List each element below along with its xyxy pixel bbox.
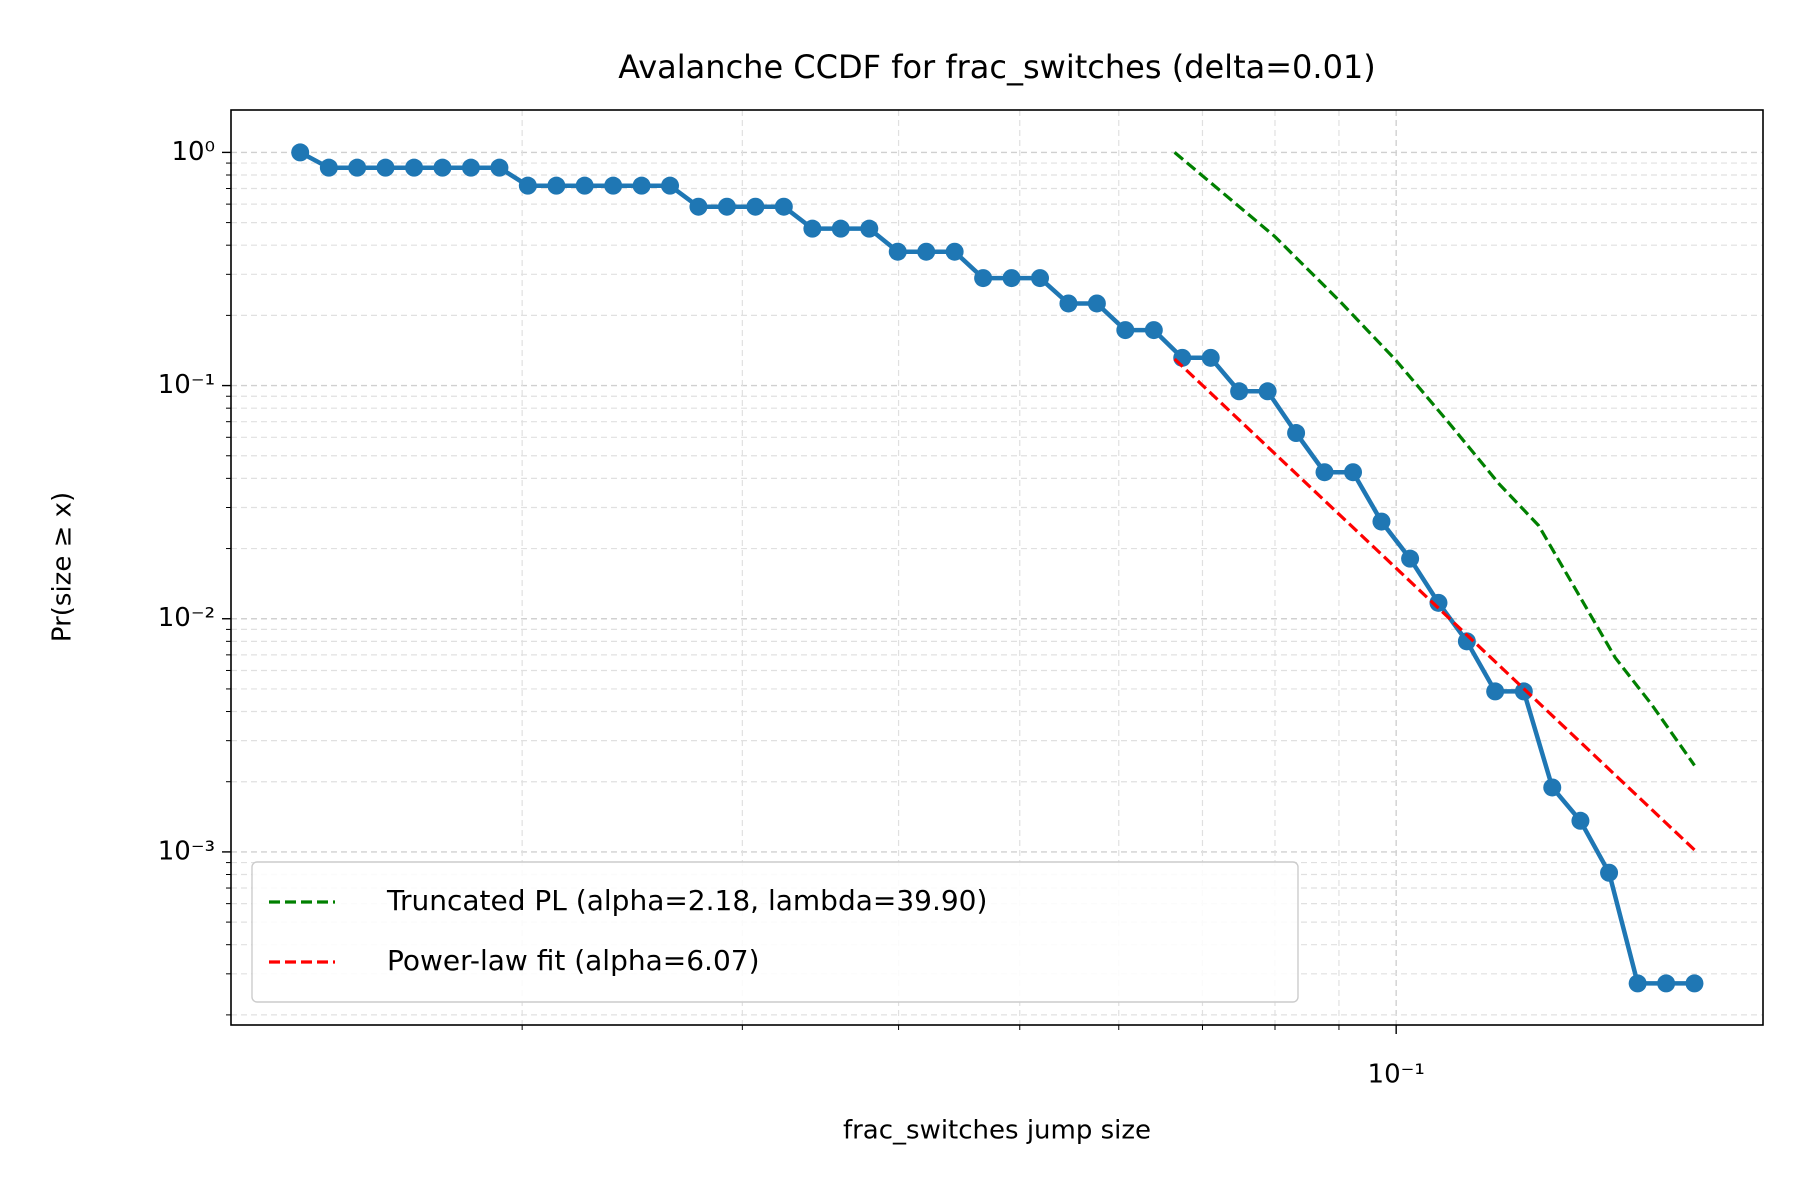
legend: Truncated PL (alpha=2.18, lambda=39.90) P… — [251, 861, 1299, 1003]
data-point — [547, 176, 566, 195]
data-point — [1600, 863, 1619, 882]
data-point — [1315, 463, 1334, 482]
data-point — [1116, 321, 1135, 340]
data-point — [1258, 382, 1277, 401]
data-point — [291, 143, 310, 162]
data-point — [461, 158, 480, 177]
data-point — [917, 242, 936, 261]
data-point — [1429, 593, 1448, 612]
legend-label: Power-law fit (alpha=6.07) — [387, 944, 760, 977]
data-point — [1628, 974, 1647, 993]
data-point — [831, 219, 850, 238]
data-point — [1287, 424, 1306, 443]
fit-line — [1173, 357, 1696, 852]
data-point — [1201, 348, 1220, 367]
data-point — [490, 158, 509, 177]
plot-area — [291, 143, 1704, 993]
data-point — [1457, 632, 1476, 651]
data-point — [888, 242, 907, 261]
data-point — [974, 269, 993, 288]
legend-label: Truncated PL (alpha=2.18, lambda=39.90) — [386, 884, 987, 917]
data-point — [1657, 974, 1676, 993]
chart-title: Avalanche CCDF for frac_switches (delta=… — [618, 48, 1376, 86]
data-point — [717, 197, 736, 216]
data-point — [689, 197, 708, 216]
fit-line — [1173, 151, 1696, 767]
data-point — [632, 176, 651, 195]
data-point — [1002, 269, 1021, 288]
data-point — [405, 158, 424, 177]
y-tick-label: 10⁻² — [158, 603, 215, 633]
y-tick-label: 10⁻³ — [158, 836, 215, 866]
data-point — [1685, 974, 1704, 993]
data-point — [319, 158, 338, 177]
y-tick-label: 10⁰ — [171, 137, 215, 167]
y-tick-label: 10⁻¹ — [158, 370, 215, 400]
legend-box — [251, 861, 1299, 1003]
data-point — [376, 158, 395, 177]
data-point — [1059, 294, 1078, 313]
data-point — [746, 197, 765, 216]
data-point — [1372, 512, 1391, 531]
data-point — [1486, 682, 1505, 701]
data-point — [1514, 682, 1533, 701]
data-point — [1571, 811, 1590, 830]
data-point — [1344, 463, 1363, 482]
data-point — [1401, 549, 1420, 568]
data-point — [774, 197, 793, 216]
data-line — [299, 150, 1695, 986]
data-point — [945, 242, 964, 261]
data-point — [661, 176, 680, 195]
data-point — [348, 158, 367, 177]
x-tick-label: 10⁻¹ — [1368, 1060, 1425, 1090]
data-point — [803, 219, 822, 238]
axes-frame — [230, 109, 1764, 1026]
data-point — [860, 219, 879, 238]
data-point — [1031, 269, 1050, 288]
data-point — [1087, 294, 1106, 313]
data-point — [575, 176, 594, 195]
y-axis-label: Pr(size ≥ x) — [48, 492, 78, 642]
data-point — [1230, 382, 1249, 401]
data-point — [433, 158, 452, 177]
data-point — [518, 176, 537, 195]
data-point — [1543, 778, 1562, 797]
data-point — [1144, 321, 1163, 340]
data-point — [604, 176, 623, 195]
x-axis-label: frac_switches jump size — [843, 1116, 1151, 1146]
